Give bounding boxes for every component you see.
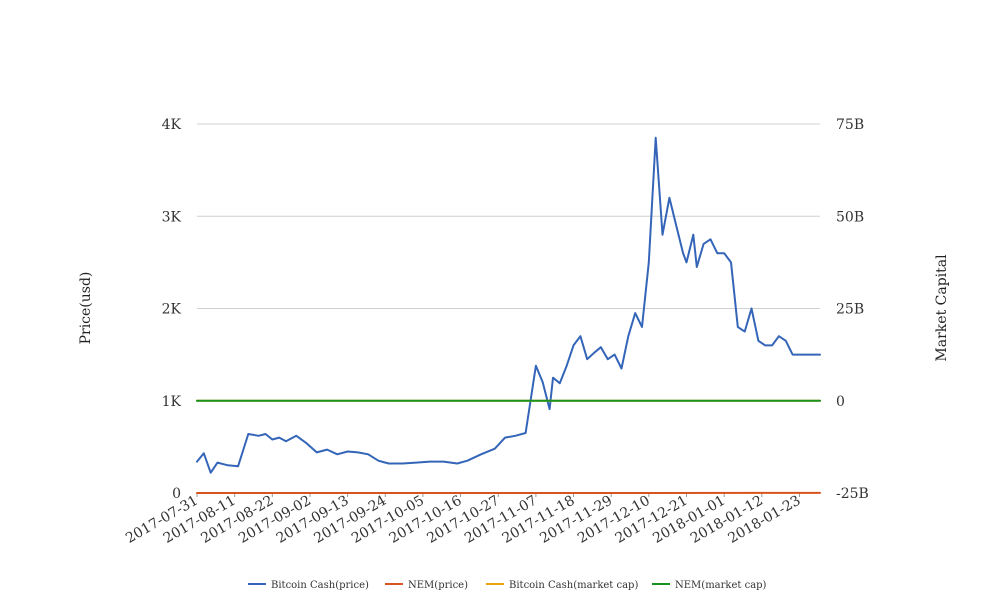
legend-label: Bitcoin Cash(market cap) xyxy=(509,580,638,591)
left-tick-label: 1K xyxy=(162,394,182,410)
right-tick-label: 50B xyxy=(836,209,864,225)
legend-label: NEM(price) xyxy=(408,580,468,591)
right-tick-label: 75B xyxy=(836,117,864,133)
series-line-0 xyxy=(196,136,821,474)
y-right-axis-title: Market Capital xyxy=(934,254,950,362)
series-lines xyxy=(196,136,821,494)
left-tick-label: 2K xyxy=(162,302,182,318)
left-axis-ticks: 0 1K 2K 3K 4K xyxy=(162,117,182,502)
right-tick-label: -25B xyxy=(836,486,869,502)
right-axis-ticks: -25B 0 25B 50B 75B xyxy=(836,117,869,502)
left-tick-label: 0 xyxy=(172,486,181,502)
right-tick-label: 25B xyxy=(836,302,864,318)
legend: Bitcoin Cash(price) NEM(price) Bitcoin Cas… xyxy=(248,580,767,591)
y-left-axis-title: Price(usd) xyxy=(78,272,94,345)
right-tick-label: 0 xyxy=(836,394,845,410)
left-tick-label: 3K xyxy=(162,209,182,225)
left-tick-label: 4K xyxy=(162,117,182,133)
legend-label: Bitcoin Cash(price) xyxy=(271,580,369,591)
x-axis-ticks: 2017-07-312017-08-112017-08-222017-09-02… xyxy=(123,493,803,547)
legend-label: NEM(market cap) xyxy=(675,580,767,591)
